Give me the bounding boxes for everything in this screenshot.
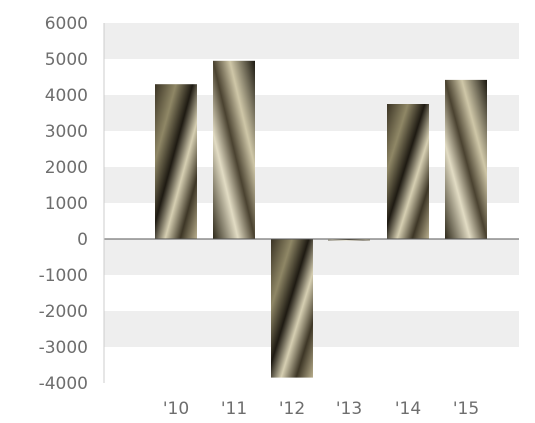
x-tick-label: '10 xyxy=(163,399,189,419)
y-tick-label: 0 xyxy=(77,230,88,250)
x-tick-label: '11 xyxy=(221,399,247,419)
x-tick-label: '13 xyxy=(336,399,362,419)
bars xyxy=(155,60,487,378)
x-tick-label: '15 xyxy=(453,399,479,419)
y-tick-label: 3000 xyxy=(45,122,88,142)
y-tick-label: -3000 xyxy=(39,338,88,358)
y-tick-label: 1000 xyxy=(45,194,88,214)
bar xyxy=(155,84,197,239)
y-tick-label: -4000 xyxy=(39,374,88,394)
y-tick-label: 2000 xyxy=(45,158,88,178)
y-tick-label: -1000 xyxy=(39,266,88,286)
y-axis-ticks: 6000 5000 4000 3000 2000 1000 0 -1000 -2000 -3000… xyxy=(39,14,88,394)
x-axis-ticks: '10 '11 '12 '13 '14 '15 xyxy=(163,399,479,419)
grid-band xyxy=(104,23,519,59)
y-tick-label: -2000 xyxy=(39,302,88,322)
bar xyxy=(445,79,487,239)
x-tick-label: '14 xyxy=(395,399,421,419)
y-tick-label: 4000 xyxy=(45,86,88,106)
x-tick-label: '12 xyxy=(279,399,305,419)
bar xyxy=(271,239,313,378)
bar xyxy=(387,104,429,239)
y-tick-label: 5000 xyxy=(45,50,88,70)
y-tick-label: 6000 xyxy=(45,14,88,34)
bar xyxy=(213,60,255,239)
bar xyxy=(328,239,370,241)
